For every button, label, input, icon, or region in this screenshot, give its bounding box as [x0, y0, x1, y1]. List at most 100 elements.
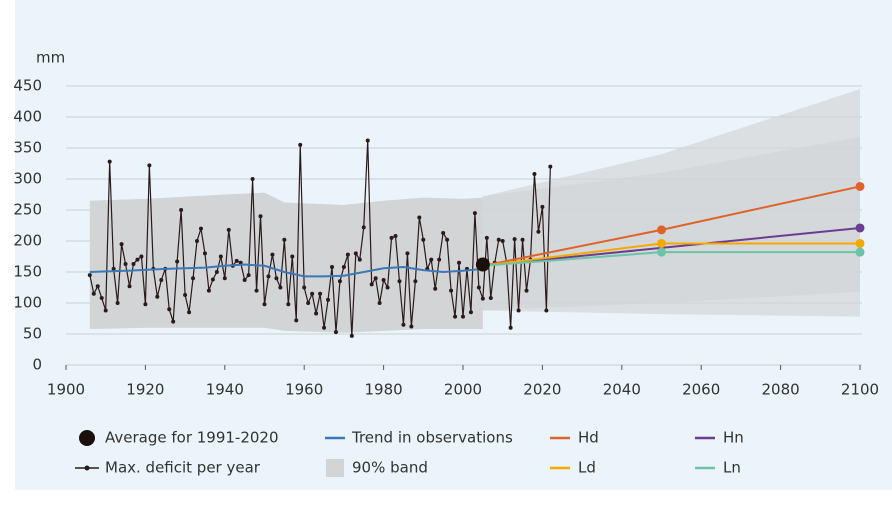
data-point: [143, 302, 148, 307]
data-point: [657, 238, 666, 248]
data-point: [246, 273, 251, 278]
data-point: [262, 302, 267, 307]
x-tick-label: 2000: [444, 381, 482, 399]
data-point: [306, 301, 311, 305]
data-point: [202, 251, 207, 256]
data-point: [119, 242, 124, 247]
data-point: [206, 288, 211, 293]
data-point: [449, 288, 454, 293]
data-point: [242, 278, 247, 283]
legend-label: Max. deficit per year: [105, 459, 261, 477]
legend-label: Trend in observations: [351, 429, 513, 447]
data-point: [135, 257, 140, 262]
data-point: [294, 318, 299, 323]
legend-symbol: [84, 465, 90, 471]
data-point: [187, 310, 192, 315]
data-point: [401, 322, 406, 327]
data-point: [218, 254, 223, 259]
data-point: [855, 181, 865, 191]
x-tick-label: 2020: [523, 381, 561, 399]
average-marker: [475, 257, 490, 272]
legend-label: Hd: [578, 429, 599, 447]
y-tick-label: 450: [13, 77, 42, 95]
x-tick-label: 1960: [285, 381, 323, 399]
data-point: [373, 276, 378, 281]
data-point: [179, 208, 184, 212]
data-point: [433, 286, 438, 291]
legend-symbol: [326, 459, 344, 477]
data-point: [488, 296, 493, 301]
y-tick-label: 100: [13, 294, 42, 312]
data-point: [222, 276, 227, 281]
data-point: [99, 296, 104, 301]
x-tick-label: 2040: [603, 381, 641, 399]
data-point: [405, 251, 410, 256]
data-point: [274, 276, 279, 281]
data-point: [524, 288, 529, 293]
data-point: [657, 225, 666, 235]
data-point: [326, 297, 331, 302]
data-point: [657, 247, 666, 257]
data-point: [453, 314, 458, 319]
data-point: [520, 237, 525, 242]
data-point: [544, 308, 549, 313]
data-point: [290, 254, 295, 259]
data-point: [389, 235, 394, 240]
x-tick-label: 1900: [47, 381, 85, 399]
data-point: [115, 301, 120, 305]
data-point: [461, 314, 465, 319]
data-point: [314, 311, 319, 316]
data-point: [337, 279, 342, 284]
data-point: [250, 177, 255, 181]
y-tick-label: 50: [23, 325, 42, 343]
data-point: [302, 285, 307, 290]
x-tick-label: 1980: [365, 381, 403, 399]
data-point: [278, 285, 283, 290]
series-line: [89, 263, 483, 278]
data-point: [500, 239, 505, 243]
data-point: [286, 302, 291, 307]
y-tick-label: 350: [13, 139, 42, 157]
data-point: [195, 239, 200, 243]
data-point: [341, 265, 346, 270]
data-point: [345, 252, 350, 257]
x-tick-label: 2060: [682, 381, 720, 399]
data-point: [548, 164, 553, 169]
x-tick-label: 2080: [762, 381, 800, 399]
data-point: [234, 258, 239, 263]
data-point: [266, 274, 271, 279]
data-point: [417, 215, 422, 220]
data-point: [532, 172, 537, 177]
data-point: [214, 270, 219, 274]
data-point: [167, 307, 172, 312]
data-point: [318, 291, 323, 296]
legend-label: Average for 1991-2020: [105, 429, 279, 447]
uncertainty-band: [482, 136, 860, 311]
data-point: [429, 257, 434, 262]
y-tick-label: 200: [13, 232, 42, 250]
data-point: [159, 278, 164, 283]
data-point: [457, 260, 462, 265]
data-point: [536, 229, 541, 234]
data-point: [123, 261, 128, 266]
data-point: [171, 319, 176, 324]
data-point: [393, 234, 398, 239]
y-tick-label: 150: [13, 263, 42, 281]
legend-label: 90% band: [352, 459, 428, 477]
series-line: [482, 226, 861, 267]
y-axis-label: mm: [36, 49, 65, 67]
data-point: [508, 325, 513, 330]
legend-label: Ln: [723, 459, 741, 477]
data-point: [540, 204, 545, 209]
y-tick-label: 0: [32, 356, 42, 374]
data-point: [472, 211, 477, 216]
data-point: [441, 230, 446, 235]
data-point: [365, 138, 370, 143]
data-point: [855, 238, 865, 248]
legend-symbol: [79, 430, 95, 446]
data-point: [175, 259, 180, 264]
data-point: [131, 261, 136, 266]
data-point: [183, 292, 188, 297]
data-point: [270, 252, 275, 257]
